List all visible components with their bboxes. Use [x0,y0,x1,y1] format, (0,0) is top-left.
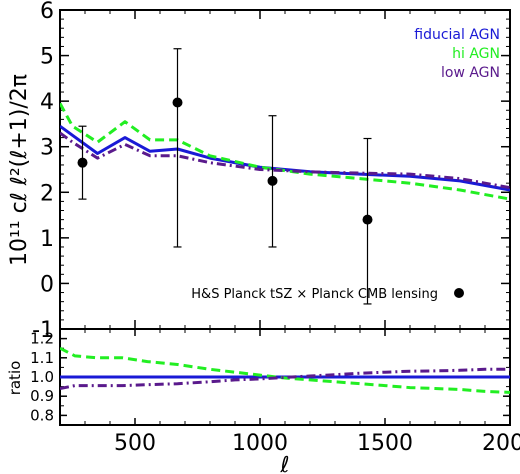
top-ytick-label: 4 [40,90,54,115]
series-line-hi-agn [60,346,510,394]
xtick-label: 1500 [357,431,413,456]
data-annotation: H&S Planck tSZ × Planck CMB lensing [191,287,438,302]
legend: fiducial AGN hi AGN low AGN [414,27,500,81]
series-line-low-agn [60,131,510,190]
ratio-ytick-label: 0.9 [30,387,54,405]
ratio-ytick-label: 1.1 [30,349,54,367]
y-axis-title: 10¹¹ cℓ ℓ²(ℓ+1)/2π [7,74,32,266]
xtick-label: 1000 [232,431,288,456]
ratio-ytick-label: 1.2 [30,330,54,348]
top-ytick-label: 0 [40,272,54,297]
series-line-low-agn [60,367,510,390]
legend-entry: low AGN [441,65,500,81]
legend-entry: hi AGN [452,46,500,62]
series-line-hi-agn [60,102,510,201]
xtick-label: 500 [114,431,156,456]
top-ytick-label: 2 [40,181,54,206]
ratio-axis-title: ratio [6,361,24,396]
top-ytick-label: -1 [32,318,54,343]
series-line-fiducial-agn [60,124,510,192]
data-point [172,97,183,108]
top-ytick-label: 6 [40,0,54,24]
ratio-series-group [60,346,510,394]
ratio-ytick-label: 0.8 [30,406,54,424]
x-axis-title: ℓ [279,453,289,474]
data-point [267,175,278,186]
annotation-dot [454,288,464,298]
ratio-ytick-label: 1.0 [30,368,54,386]
ratio-panel: 0.80.91.01.11.2 500 1000 1500 2000 ℓ ratio [6,328,520,474]
legend-entry: fiducial AGN [414,27,500,43]
top-ytick-label: 1 [40,227,54,252]
top-panel: -1 0 1 2 3 4 5 6 H&S Planck tSZ × Planck CMB len… [7,0,511,343]
xtick-label: 2000 [482,431,520,456]
data-point [362,214,373,225]
data-point [77,157,88,168]
top-series-group [60,102,510,201]
top-ytick-label: 3 [40,136,54,161]
top-ytick-label: 5 [40,45,54,70]
